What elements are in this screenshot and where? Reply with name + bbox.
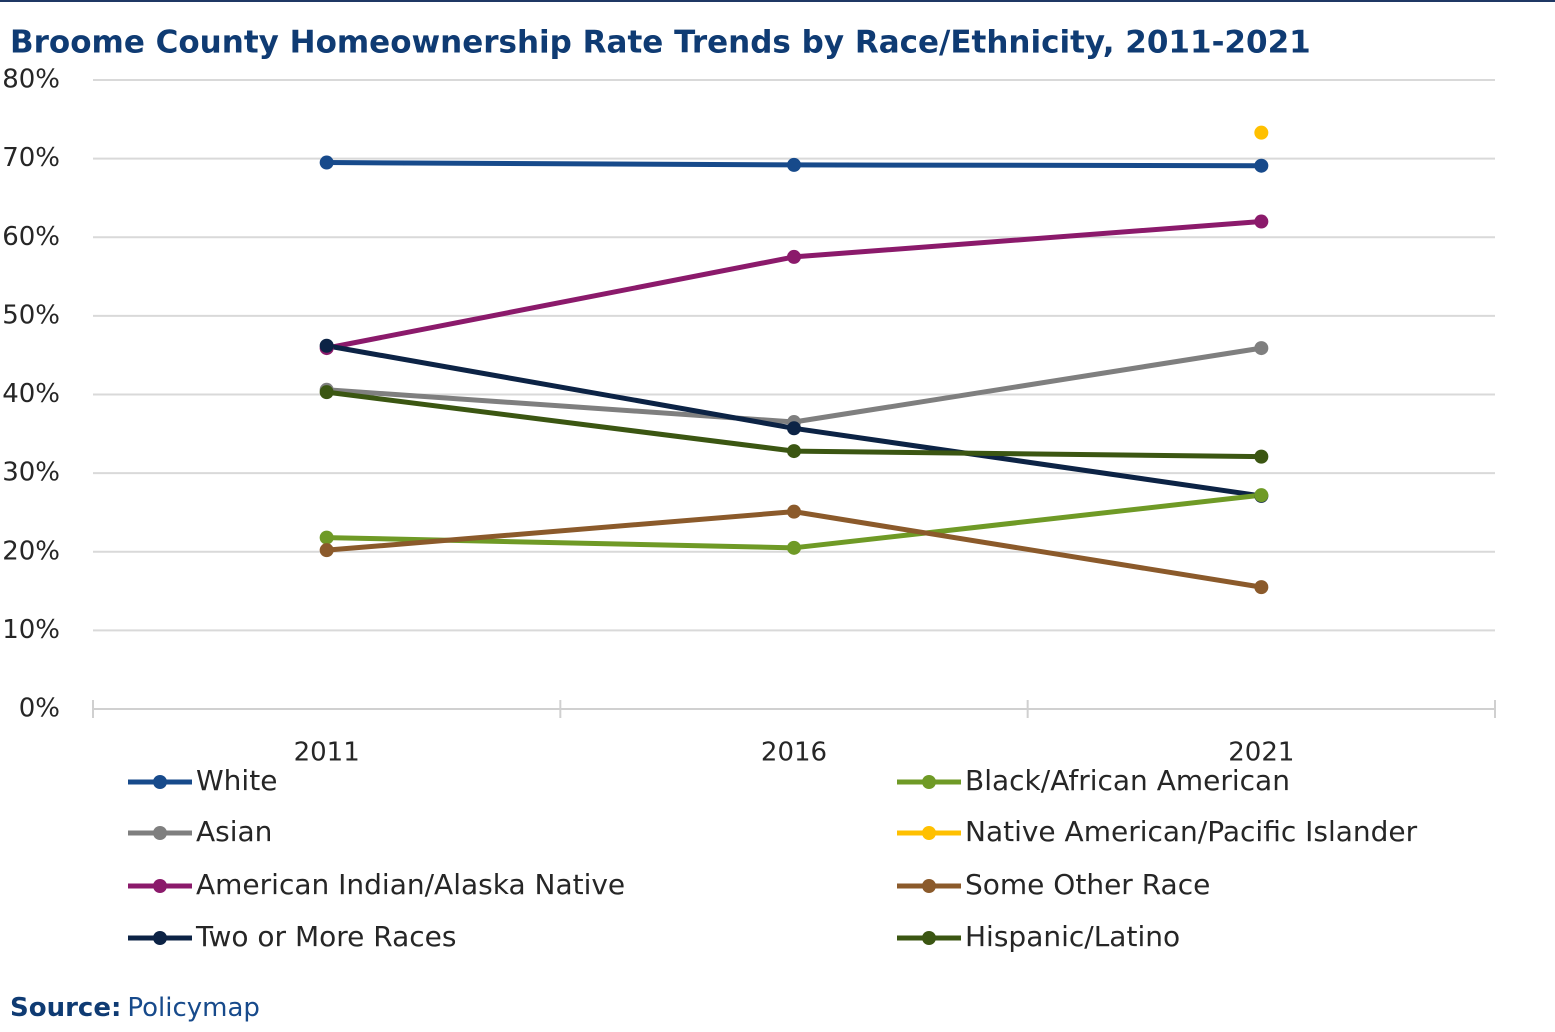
source-label: Source: [10,993,121,1023]
source-line: Source: Policymap [10,993,260,1023]
data-point [1254,580,1269,595]
y-tick-label: 50% [2,300,60,330]
y-tick-label: 40% [2,379,60,409]
x-tick-label: 2011 [294,738,360,768]
y-tick-label: 60% [2,222,60,252]
legend-label: Asian [196,815,272,848]
data-point [787,249,801,264]
data-point [787,504,801,519]
x-tick-label: 2016 [761,738,827,768]
data-point [319,385,334,400]
data-point [787,157,801,172]
legend-marker [922,826,936,840]
data-point [1254,158,1269,173]
x-tick-label: 2021 [1228,738,1294,768]
legend-label: Hispanic/Latino [965,920,1180,953]
legend-label: White [196,764,277,797]
legend-marker [922,775,936,789]
y-tick-label: 20% [2,536,60,566]
data-point [1254,449,1269,464]
legend-marker [153,826,167,840]
data-point [1254,125,1269,140]
legend-label: Black/African American [965,764,1290,797]
legend-label: American Indian/Alaska Native [196,868,625,901]
legend-marker [922,879,936,893]
y-tick-label: 0% [19,694,60,724]
data-point [1254,341,1269,356]
source: Policymap [127,993,260,1023]
data-point [1254,488,1269,503]
data-point [319,530,334,545]
y-tick-label: 70% [2,143,60,173]
chart-title: Broome County Homeownership Rate Trends … [10,25,1311,61]
series-line [326,219,1262,351]
legend-label: Some Other Race [965,868,1210,901]
data-point [319,338,334,353]
legend-marker [922,931,936,945]
data-point [787,421,801,436]
data-point [319,543,334,558]
data-point [787,444,801,459]
legend-marker [153,879,167,893]
data-point [1254,214,1269,229]
legend-marker [153,775,167,789]
y-tick-label: 10% [2,615,60,645]
data-point [787,540,801,555]
legend-label: Two or More Races [195,920,456,953]
y-tick-label: 30% [2,458,60,488]
data-point [319,155,334,170]
y-tick-label: 80% [2,65,60,95]
legend-label: Native American/Pacific Islander [965,815,1418,848]
legend-marker [153,931,167,945]
